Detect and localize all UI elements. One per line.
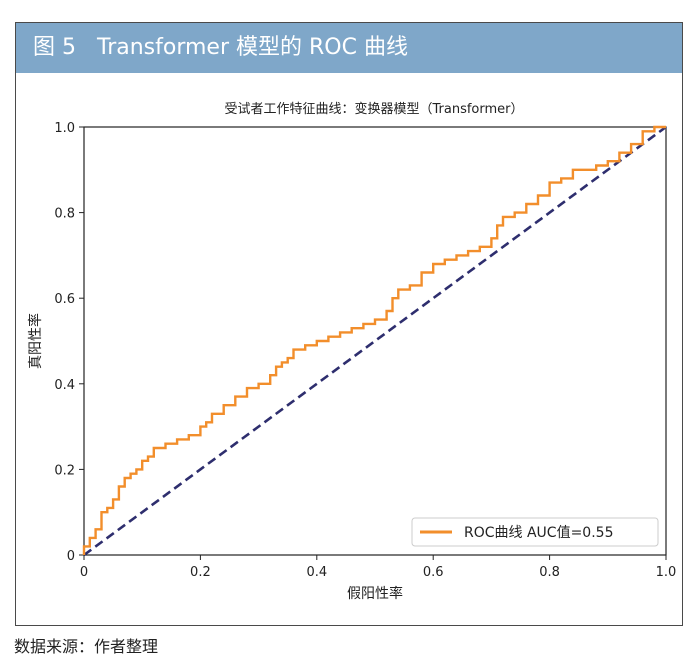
x-tick-label: 1.0 — [656, 565, 677, 580]
plot-area — [83, 126, 667, 556]
chart-title: 受试者工作特征曲线：变换器模型（Transformer） — [224, 101, 523, 117]
y-axis: 0 0.2 0.4 0.6 0.8 1.0 — [54, 121, 84, 564]
figure-label: 图 5 — [33, 35, 76, 60]
y-axis-label: 真阳性率 — [27, 313, 44, 369]
series-layer — [82, 125, 667, 557]
x-tick-label: 0.6 — [423, 565, 444, 580]
figure-frame: 图 5 Transformer 模型的 ROC 曲线 — [15, 22, 683, 626]
y-tick-label: 0.8 — [54, 207, 75, 222]
y-tick-label: 0.6 — [54, 292, 75, 307]
x-tick-label: 0.4 — [306, 565, 327, 580]
figure-header: 图 5 Transformer 模型的 ROC 曲线 — [16, 23, 682, 73]
x-axis: 0 0.2 0.4 0.6 0.8 1.0 — [80, 555, 676, 580]
y-tick-label: 0 — [67, 549, 75, 564]
x-tick-label: 0 — [80, 565, 88, 580]
source-note: 数据来源：作者整理 — [14, 637, 159, 656]
roc-curve-line — [82, 125, 666, 555]
x-tick-label: 0.2 — [190, 565, 211, 580]
y-tick-label: 1.0 — [54, 121, 75, 136]
legend-label: ROC曲线 AUC值=0.55 — [464, 525, 613, 541]
y-tick-label: 0.4 — [54, 378, 75, 393]
figure-title: Transformer 模型的 ROC 曲线 — [96, 35, 408, 60]
x-tick-label: 0.8 — [539, 565, 560, 580]
x-axis-label: 假阳性率 — [347, 585, 403, 602]
legend-box — [411, 517, 659, 547]
random-baseline-line — [83, 125, 667, 557]
legend: ROC曲线 AUC值=0.55 — [411, 517, 659, 547]
y-tick-label: 0.2 — [54, 463, 75, 478]
